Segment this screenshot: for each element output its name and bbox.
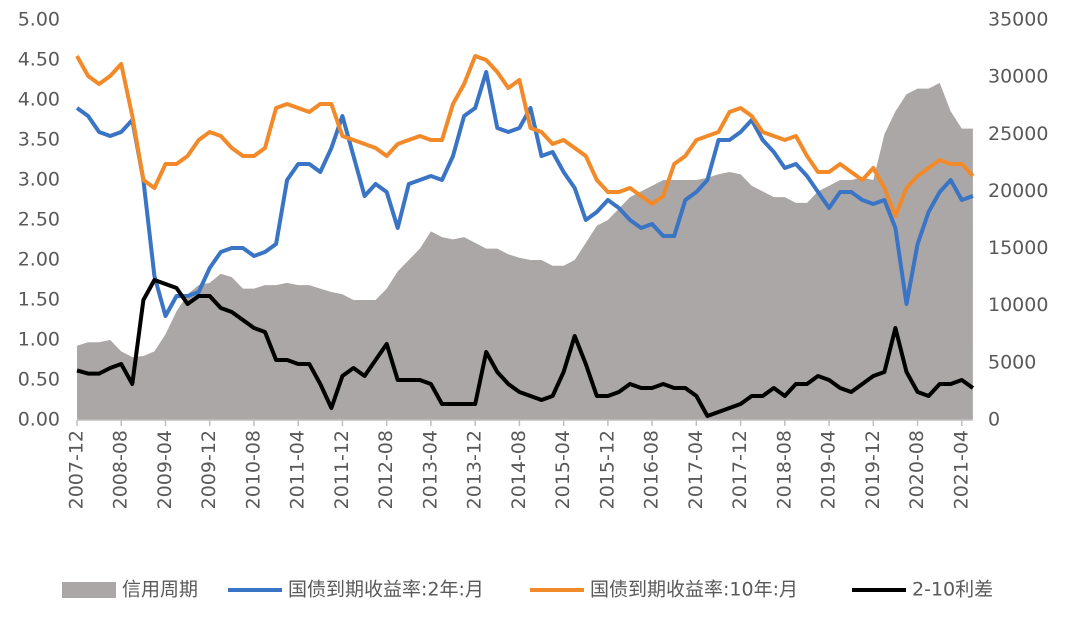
x-tick-label: 2020-08 bbox=[906, 430, 928, 509]
y-tick-label: 2.00 bbox=[18, 249, 60, 271]
x-tick-label: 2013-04 bbox=[419, 430, 441, 509]
y2-tick-label: 25000 bbox=[988, 123, 1048, 145]
x-tick-label: 2012-08 bbox=[375, 430, 397, 509]
x-tick-label: 2017-12 bbox=[729, 430, 751, 509]
x-tick-label: 2015-12 bbox=[596, 430, 618, 509]
area bbox=[77, 82, 973, 421]
y2-tick-label: 35000 bbox=[988, 9, 1048, 31]
x-tick-label: 2014-08 bbox=[508, 430, 530, 509]
line bbox=[76, 278, 975, 418]
x-tick-label: 2021-04 bbox=[950, 430, 972, 509]
x-tick-label: 2008-08 bbox=[110, 430, 132, 509]
legend-label: 2-10利差 bbox=[912, 579, 993, 601]
x-tick-label: 2015-04 bbox=[552, 430, 574, 509]
y2-tick-label: 15000 bbox=[988, 237, 1048, 259]
x-tick-label: 2007-12 bbox=[66, 430, 88, 509]
y-tick-label: 2.50 bbox=[18, 209, 60, 231]
legend-swatch bbox=[62, 582, 116, 598]
y-tick-label: 0.00 bbox=[18, 409, 60, 431]
x-tick-label: 2019-04 bbox=[818, 430, 840, 509]
y-tick-label: 3.00 bbox=[18, 169, 60, 191]
y-tick-label: 3.50 bbox=[18, 129, 60, 151]
line bbox=[75, 54, 975, 218]
y2-tick-label: 20000 bbox=[988, 180, 1048, 202]
y-tick-label: 0.50 bbox=[18, 369, 60, 391]
x-tick-label: 2010-08 bbox=[242, 430, 264, 509]
y-tick-label: 1.00 bbox=[18, 329, 60, 351]
legend-label: 国债到期收益率:10年:月 bbox=[590, 579, 798, 601]
y2-tick-label: 30000 bbox=[988, 66, 1048, 88]
y2-tick-label: 10000 bbox=[988, 294, 1048, 316]
x-tick-label: 2017-04 bbox=[685, 430, 707, 509]
x-tick-label: 2013-12 bbox=[464, 430, 486, 509]
y-tick-label: 4.50 bbox=[18, 49, 60, 71]
legend-label: 国债到期收益率:2年:月 bbox=[288, 579, 484, 601]
y-tick-label: 1.50 bbox=[18, 289, 60, 311]
x-tick-label: 2019-12 bbox=[862, 430, 884, 509]
line bbox=[75, 70, 974, 318]
y-tick-label: 5.00 bbox=[18, 9, 60, 31]
x-tick-label: 2011-12 bbox=[331, 430, 353, 509]
x-tick-label: 2018-08 bbox=[773, 430, 795, 509]
y2-tick-label: 0 bbox=[988, 409, 1000, 431]
x-tick-label: 2016-08 bbox=[641, 430, 663, 509]
x-tick-label: 2009-12 bbox=[198, 430, 220, 509]
y-tick-label: 4.00 bbox=[18, 89, 60, 111]
y2-tick-label: 5000 bbox=[988, 351, 1036, 373]
x-tick-label: 2009-04 bbox=[154, 430, 176, 509]
legend-label: 信用周期 bbox=[122, 579, 198, 601]
x-tick-label: 2011-04 bbox=[287, 430, 309, 509]
